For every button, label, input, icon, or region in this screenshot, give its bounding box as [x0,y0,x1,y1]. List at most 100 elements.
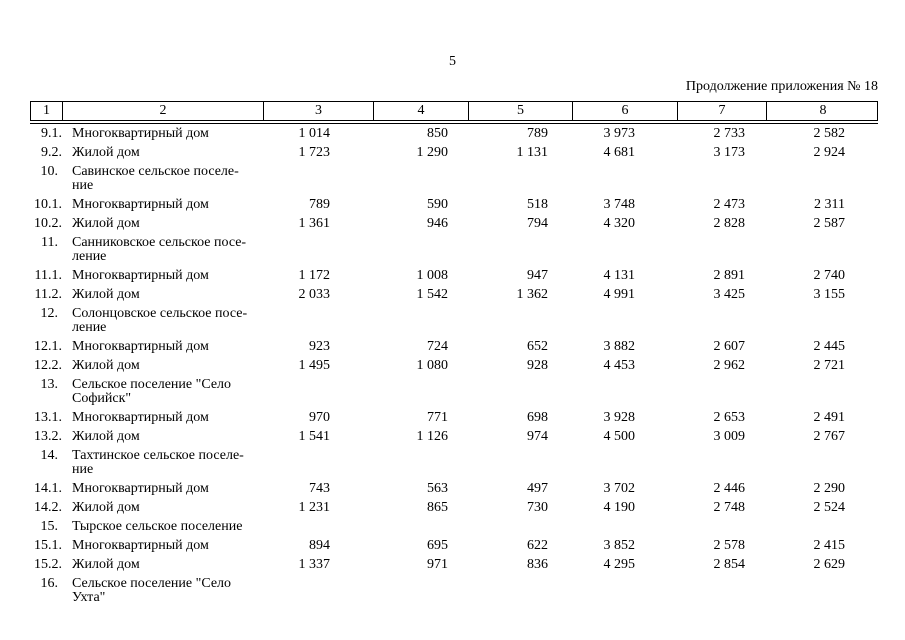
cell-value [263,165,373,193]
header-separator-line [30,123,878,124]
cell-value: 1 495 [298,357,331,373]
column-header-3: 3 [264,102,374,120]
cell-value [373,520,468,534]
cell-value [468,520,572,534]
cell-value: 1 231 [298,499,331,515]
row-number: 13.2. [34,428,62,444]
cell-value: 4 295 [603,556,636,572]
cell-value [373,236,468,264]
cell-value: 3 852 [603,537,636,553]
cell-value: 4 190 [603,499,636,515]
cell-value [263,307,373,335]
cell-value: 2 740 [813,267,846,283]
column-header-5: 5 [469,102,573,120]
cell-value: 4 991 [603,286,636,302]
cell-value: 2 524 [813,499,846,515]
cell-value: 2 607 [713,338,746,354]
column-header-1: 1 [31,102,63,120]
cell-value: 1 723 [298,144,331,160]
cell-value: 1 131 [516,144,549,160]
table-row: 11.1. Многоквартирный дом 1 172 1 008 947 4 1… [30,266,878,285]
row-number: 10.1. [34,196,62,212]
column-header-7: 7 [678,102,767,120]
cell-value [677,449,766,477]
row-number: 14.2. [34,499,62,515]
row-number: 12. [40,305,59,321]
row-name: Многоквартирный дом [72,537,209,553]
cell-value: 2 473 [713,196,746,212]
cell-value: 1 080 [416,357,449,373]
cell-value: 518 [527,196,548,212]
cell-value: 3 155 [813,286,846,302]
row-name: Жилой дом [72,215,140,231]
cell-value: 789 [309,196,330,212]
cell-value [263,449,373,477]
table-row: 15.1. Многоквартирный дом 894 695 622 3 852 2 … [30,536,878,555]
cell-value [677,307,766,335]
cell-value: 894 [309,537,330,553]
row-name: Солонцовское сельское посе- ление [72,305,248,335]
cell-value: 2 311 [814,196,845,212]
cell-value [468,236,572,264]
table-row: 13.1. Многоквартирный дом 970 771 698 3 928 2 … [30,408,878,427]
cell-value: 1 014 [298,125,331,141]
cell-value: 789 [527,125,548,141]
row-name: Сельское поселение "Село Софийск" [72,376,232,406]
cell-value [373,577,468,605]
row-number: 9.2. [41,144,62,160]
cell-value: 1 126 [416,428,449,444]
cell-value: 2 767 [813,428,846,444]
table-row: 13.2. Жилой дом 1 541 1 126 974 4 500 3 009 2 7… [30,427,878,446]
cell-value [572,520,677,534]
cell-value: 1 362 [516,286,549,302]
cell-value: 1 337 [298,556,331,572]
cell-value: 3 425 [713,286,746,302]
cell-value [677,378,766,406]
section-row: 16. Сельское поселение "Село Ухта" [30,574,878,607]
table-row: 9.2. Жилой дом 1 723 1 290 1 131 4 681 3 173 2 … [30,143,878,162]
cell-value: 730 [527,499,548,515]
table-row: 14.1. Многоквартирный дом 743 563 497 3 702 2 … [30,479,878,498]
cell-value [766,378,878,406]
cell-value [677,236,766,264]
column-header-8: 8 [819,103,827,118]
cell-value: 2 415 [813,537,846,553]
cell-value [468,378,572,406]
table-row: 14.2. Жилой дом 1 231 865 730 4 190 2 748 2 524 [30,498,878,517]
row-name: Жилой дом [72,144,140,160]
row-name: Жилой дом [72,556,140,572]
row-name: Многоквартирный дом [72,267,209,283]
row-name: Савинское сельское поселе- ние [72,163,239,193]
cell-value: 2 828 [713,215,746,231]
section-row: 14. Тахтинское сельское поселе- ние [30,446,878,479]
table-row: 12.2. Жилой дом 1 495 1 080 928 4 453 2 962 2 7… [30,356,878,375]
cell-value [468,307,572,335]
cell-value [677,577,766,605]
table-body: 9.1. Многоквартирный дом 1 014 850 789 3 973 2… [30,124,878,607]
cell-value: 1 542 [416,286,449,302]
cell-value: 923 [309,338,330,354]
cell-value: 652 [527,338,548,354]
cell-value: 3 882 [603,338,636,354]
cell-value: 2 721 [813,357,846,373]
cell-value [263,520,373,534]
row-number: 12.1. [34,338,62,354]
cell-value: 4 131 [603,267,636,283]
section-row: 10. Савинское сельское поселе- ние [30,162,878,195]
row-number: 16. [40,575,59,591]
cell-value [468,577,572,605]
cell-value [572,378,677,406]
table-row: 11.2. Жилой дом 2 033 1 542 1 362 4 991 3 425 3… [30,285,878,304]
column-header-2: 2 [63,102,264,120]
cell-value [263,577,373,605]
section-row: 11. Санниковское сельское посе- ление [30,233,878,266]
cell-value [766,449,878,477]
cell-value: 2 924 [813,144,846,160]
cell-value: 563 [427,480,448,496]
cell-value: 2 748 [713,499,746,515]
cell-value: 3 173 [713,144,746,160]
cell-value [677,520,766,534]
table-row: 15.2. Жилой дом 1 337 971 836 4 295 2 854 2 629 [30,555,878,574]
